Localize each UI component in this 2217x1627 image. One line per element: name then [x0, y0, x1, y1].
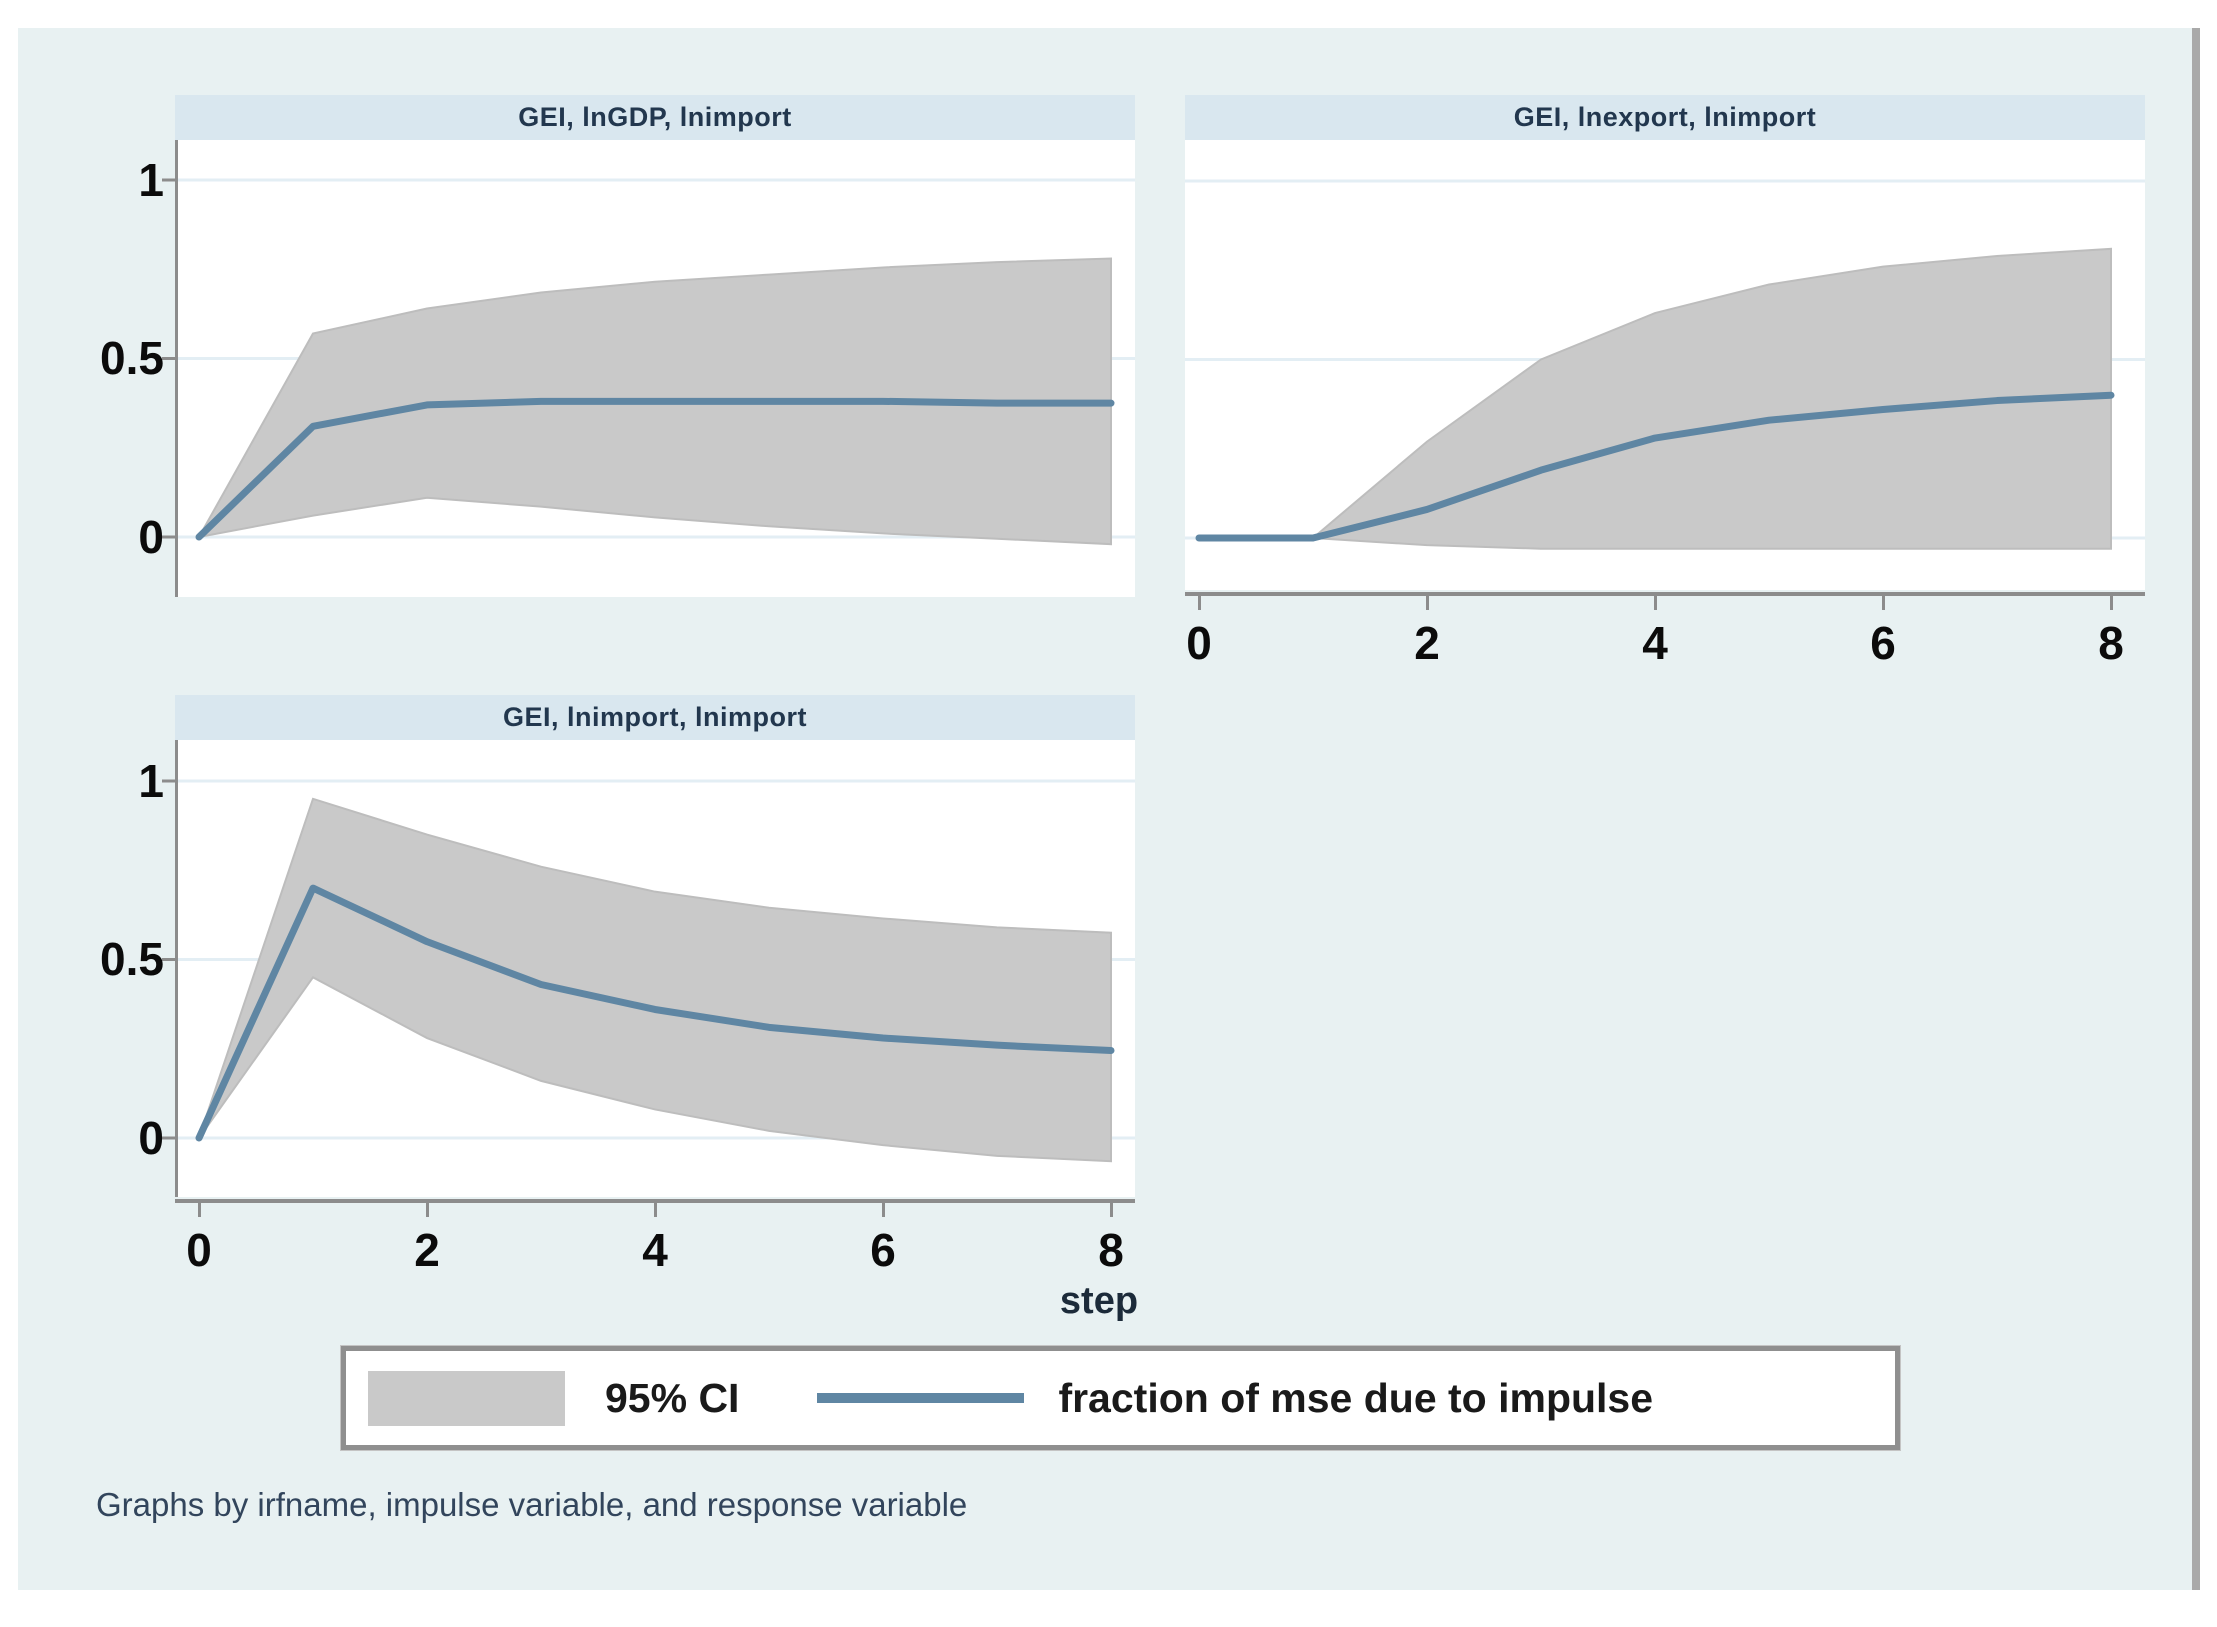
- subplot-gdp-import: GEI, lnGDP, lnimport: [162, 95, 1135, 597]
- legend-line-label: fraction of mse due to impulse: [1058, 1374, 1654, 1421]
- subplot-title: GEI, lnimport, lnimport: [503, 702, 807, 732]
- x-tick-label: 6: [870, 1224, 896, 1276]
- x-tick: [198, 1203, 201, 1217]
- legend-ci-label: 95% CI: [605, 1374, 740, 1421]
- y-axis-label: 0.5: [100, 332, 164, 384]
- x-tick: [654, 1203, 657, 1217]
- x-tick: [2110, 596, 2113, 610]
- x-tick: [1426, 596, 1429, 610]
- subplot-title-strip: GEI, lnGDP, lnimport: [175, 95, 1135, 140]
- y-axis-label: 0.5: [100, 933, 164, 985]
- x-tick-label: 6: [1870, 617, 1896, 669]
- legend-ci-swatch: [368, 1370, 565, 1426]
- x-tick: [426, 1203, 429, 1217]
- chart-canvas-gdp-import: [162, 140, 1135, 597]
- x-tick-label: 8: [1098, 1224, 1124, 1276]
- legend-line-sample: [817, 1393, 1025, 1403]
- x-tick: [882, 1203, 885, 1217]
- x-axis-title: step: [1059, 1280, 1139, 1322]
- x-tick-label: 8: [2098, 617, 2124, 669]
- x-tick: [1882, 596, 1885, 610]
- subplot-title: GEI, lnGDP, lnimport: [518, 102, 792, 132]
- x-tick-label: 2: [1414, 617, 1440, 669]
- subplot-title-strip: GEI, lnexport, lnimport: [1185, 95, 2145, 140]
- y-axis-label: 0: [138, 1112, 164, 1164]
- subplot-title-strip: GEI, lnimport, lnimport: [175, 695, 1135, 740]
- subplot-import-import: GEI, lnimport, lnimport 0 2 4 6 8: [162, 695, 1135, 1303]
- subplot-export-import: GEI, lnexport, lnimport 0 2 4 6 8: [1185, 95, 2145, 696]
- x-tick-label: 0: [1186, 617, 1212, 669]
- subplot-title: GEI, lnexport, lnimport: [1513, 102, 1817, 132]
- plot-area: [162, 140, 1135, 597]
- x-axis: 0 2 4 6 8: [175, 1199, 1135, 1303]
- x-tick: [1110, 1203, 1113, 1217]
- y-axis-label: 0: [138, 511, 164, 563]
- plot-area: [162, 740, 1135, 1197]
- chart-canvas-export-import: [1185, 179, 2145, 550]
- x-tick-label: 0: [186, 1224, 212, 1276]
- x-axis: 0 2 4 6 8: [1185, 592, 2145, 696]
- y-axis-label: 1: [138, 755, 164, 807]
- legend: 95% CI fraction of mse due to impulse: [340, 1345, 1901, 1451]
- footnote: Graphs by irfname, impulse variable, and…: [96, 1486, 968, 1523]
- x-tick: [1654, 596, 1657, 610]
- plot-area: [1185, 140, 2145, 590]
- x-tick-label: 4: [642, 1224, 668, 1276]
- x-tick-label: 4: [1642, 617, 1668, 669]
- x-tick-label: 2: [414, 1224, 440, 1276]
- chart-canvas-import-import: [162, 740, 1135, 1197]
- stata-irf-graph-window: GEI, lnGDP, lnimport 1 0.5 0 GEI, lnexpo…: [18, 28, 2200, 1590]
- x-tick: [1198, 596, 1201, 610]
- y-axis-label: 1: [138, 154, 164, 206]
